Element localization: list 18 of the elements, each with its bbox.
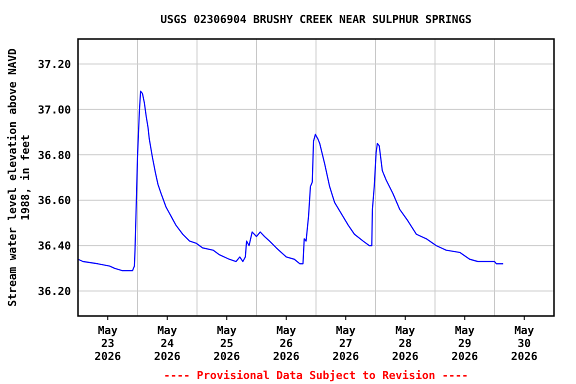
y-tick-label: 36.80: [38, 148, 71, 162]
x-tick-label: May 30 2026: [511, 324, 538, 363]
x-tick-label: May 25 2026: [214, 324, 240, 363]
x-tick-label: May 27 2026: [332, 324, 360, 363]
text: ---- Provisional Data Subject to Revision ----: [164, 369, 468, 382]
x-tick-label: May 28 2026: [392, 324, 419, 363]
y-tick-label: 36.40: [38, 240, 71, 253]
x-tick-label: May 24 2026: [154, 324, 181, 363]
line-series: [77, 90, 504, 272]
y-tick-label: 36.60: [38, 194, 71, 208]
y-tick-label: 37.20: [38, 58, 71, 71]
chart-title: USGS 02306904 BRUSHY CREEK NEAR SULPHUR SPRINGS: [160, 13, 472, 26]
x-tick-label: May 26 2026: [273, 324, 300, 363]
y-tick-label: 37.00: [38, 103, 71, 116]
y-tick-label: 36.20: [38, 285, 71, 298]
y-axis-title: Stream water level elevation above NAVD 1988, in feet: [6, 48, 32, 307]
x-tick-label: May 29 2026: [452, 324, 478, 363]
x-tick-label: May 23 2026: [94, 324, 122, 363]
